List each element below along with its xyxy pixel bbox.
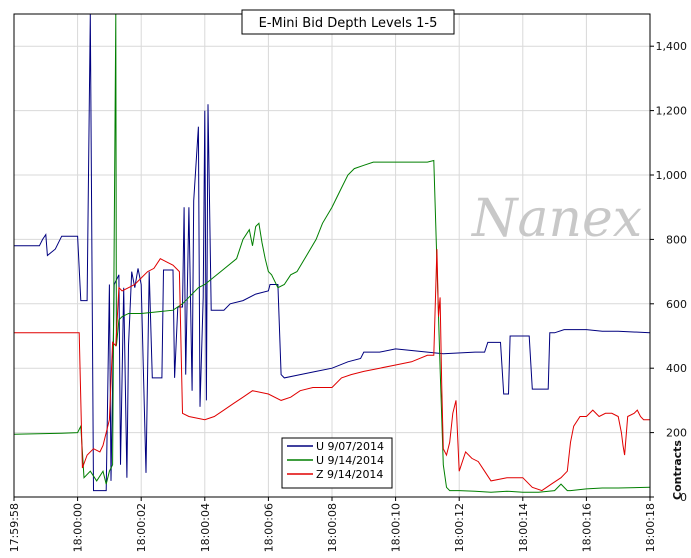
y-tick-label: 1,400 — [656, 40, 688, 53]
x-axis: 17:59:58 18:00:00 18:00:02 18:00:04 18:00:06… — [8, 497, 657, 552]
y-axis: 0 200 400 600 800 1,000 1,200 1,400 — [650, 40, 687, 504]
x-tick-label: 18:00:04 — [199, 503, 212, 552]
watermark: Nanex — [470, 189, 642, 249]
y-tick-label: 1,000 — [656, 169, 688, 182]
y-tick-label: 0 — [680, 491, 687, 504]
x-tick-label: 18:00:18 — [644, 503, 657, 552]
series-line-3 — [14, 249, 650, 492]
legend-label: Z 9/14/2014 — [316, 468, 383, 481]
x-tick-label: 18:00:08 — [326, 503, 339, 552]
x-tick-label: 18:00:00 — [72, 503, 85, 552]
x-tick-label: 18:00:10 — [390, 503, 403, 552]
y-tick-label: 200 — [666, 427, 687, 440]
x-tick-label: 18:00:06 — [262, 503, 275, 552]
x-tick-label: 18:00:12 — [453, 503, 466, 552]
series-line-1 — [14, 14, 650, 492]
series-line-2 — [14, 14, 650, 493]
chart-title-box: E-Mini Bid Depth Levels 1-5 — [241, 9, 455, 35]
x-tick-label: 18:00:16 — [580, 503, 593, 552]
x-tick-label: 17:59:58 — [8, 503, 21, 552]
y-axis-title: Contracts — [671, 440, 684, 500]
chart-title: E-Mini Bid Depth Levels 1-5 — [259, 16, 438, 31]
x-tick-label: 18:00:14 — [517, 503, 530, 552]
y-tick-label: 400 — [666, 362, 687, 375]
y-tick-label: 600 — [666, 298, 687, 311]
x-tick-label: 18:00:02 — [135, 503, 148, 552]
y-tick-label: 1,200 — [656, 105, 688, 118]
y-tick-label: 800 — [666, 233, 687, 246]
legend-label: U 9/07/2014 — [316, 440, 384, 453]
series-group — [14, 14, 650, 493]
legend-label: U 9/14/2014 — [316, 454, 384, 467]
